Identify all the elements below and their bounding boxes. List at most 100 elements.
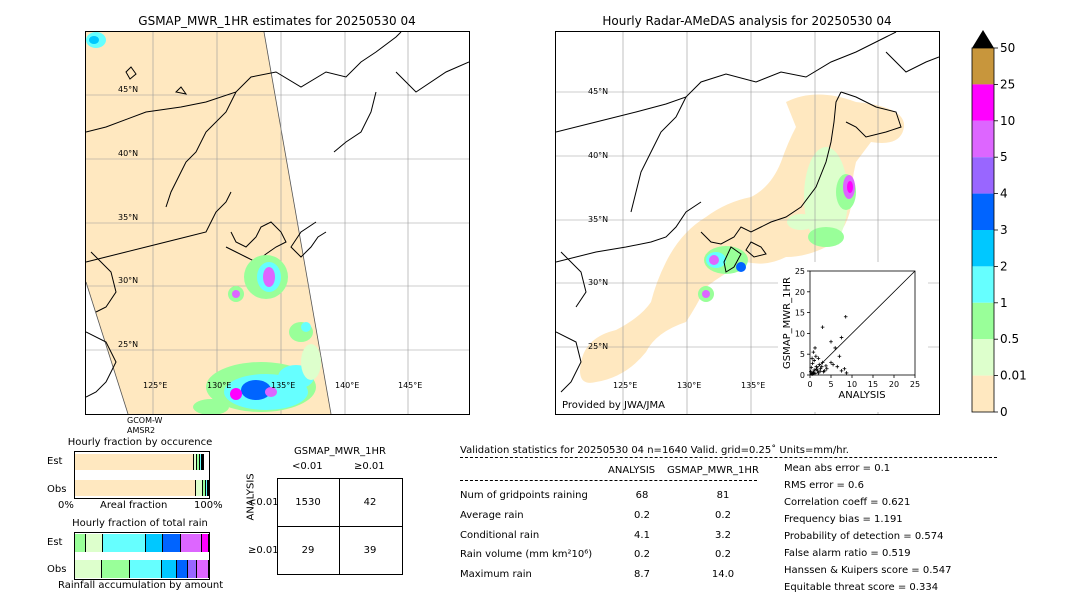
colorbar-cell	[972, 157, 994, 194]
colorbar-cell	[972, 193, 994, 230]
lon-label: 125°E	[143, 381, 167, 390]
colorbar-canvas: 50 25 10 5 4 3 2 1 0.5 0.01 0	[971, 30, 1027, 419]
scatter-point	[816, 371, 821, 375]
colorbar-label: 10	[1000, 114, 1015, 128]
occurrence-xlabel: Areal fraction	[100, 500, 168, 511]
total-rain-segment	[129, 560, 163, 578]
contingency-col-header: ≥0.01	[354, 461, 385, 472]
right-map-coastlines	[556, 32, 939, 393]
contingency-title: GSMAP_MWR_1HR	[294, 446, 386, 457]
scatter-point	[822, 369, 827, 373]
validation-col-gsmap: GSMAP_MWR_1HR	[667, 465, 759, 476]
contingency-cell: 29	[301, 545, 315, 556]
scatter-point	[811, 371, 816, 376]
scatter-y-tick-label: 10	[795, 329, 805, 338]
validation-table-divider	[460, 480, 757, 481]
validation-analysis-value: 0.2	[634, 510, 650, 521]
colorbar-label: 50	[1000, 41, 1015, 55]
scatter-point	[843, 314, 848, 319]
lon-label: 135°E	[741, 381, 765, 390]
lat-label: 30°N	[588, 278, 608, 287]
scatter-x-tick-label: 25	[910, 380, 920, 389]
validation-row-label: Average rain	[460, 510, 524, 521]
validation-analysis-value: 0.2	[634, 549, 650, 560]
scatter-point	[812, 358, 816, 363]
total-rain-segment	[101, 560, 130, 578]
total-rain-segment	[75, 534, 86, 552]
colorbar-label: 0.01	[1000, 369, 1027, 383]
lat-label: 40°N	[588, 151, 608, 160]
lon-label: 145°E	[398, 381, 422, 390]
occurrence-obs-label: Obs	[47, 484, 67, 495]
score-line: Mean abs error = 0.1	[784, 463, 891, 474]
validation-analysis-value: 4.1	[634, 530, 650, 541]
data-credit: Provided by JWA/JMA	[562, 400, 665, 411]
scatter-point	[829, 339, 833, 344]
lat-label: 40°N	[118, 149, 138, 158]
scatter-ylabel: GSMAP_MWR_1HR	[782, 277, 793, 369]
validation-gsmap-value: 0.2	[715, 549, 731, 560]
scatter-point	[810, 356, 814, 361]
scatter-x-tick-label: 15	[868, 380, 878, 389]
lon-label: 140°E	[335, 381, 359, 390]
scatter-point	[831, 362, 835, 367]
lon-label: 135°E	[271, 381, 295, 390]
scatter-point	[842, 366, 847, 371]
contingency-cell: 39	[363, 545, 377, 556]
scatter-x-tick-label: 20	[889, 380, 899, 389]
scatter-point	[824, 364, 828, 368]
scatter-point	[833, 346, 837, 350]
occurrence-title: Hourly fraction by occurence	[67, 437, 213, 448]
total-rain-segment	[187, 560, 197, 578]
scatter-point	[813, 346, 817, 350]
occurrence-segment	[194, 454, 197, 470]
validation-analysis-value: 8.7	[634, 569, 650, 580]
scatter-point	[839, 335, 844, 340]
scatter-xlabel: ANALYSIS	[838, 390, 885, 401]
total-rain-segment	[180, 534, 203, 552]
scatter-inset: 0 5 10 15 20 25 0 5 10 15 20 25 ANALYSIS GSMAP_MWR_…	[778, 262, 928, 412]
scatter-point	[817, 362, 822, 367]
scatter-y-tick-label: 20	[795, 288, 805, 297]
sensor-label: GCOM-W	[127, 416, 163, 425]
scatter-point	[811, 350, 816, 354]
lat-label: 45°N	[588, 87, 608, 96]
scatter-point	[814, 364, 819, 369]
score-line: False alarm ratio = 0.519	[784, 548, 911, 559]
scatter-x-tick-label: 5	[828, 380, 833, 389]
scatter-point	[809, 369, 813, 374]
lon-label: 130°E	[677, 381, 701, 390]
scatter-x-tick-label: 0	[807, 380, 812, 389]
colorbar-cell	[972, 302, 994, 340]
right-map-canvas: 45°N 40°N 35°N 30°N 25°N 125°E 130°E 135…	[556, 32, 939, 414]
one-to-one-line	[809, 270, 916, 376]
right-map-title: Hourly Radar-AMeDAS analysis for 2025053…	[602, 14, 892, 28]
scatter-point	[816, 356, 821, 361]
validation-row-label: Maximum rain	[460, 569, 532, 580]
scatter-point	[818, 369, 822, 374]
validation-row-label: Conditional rain	[460, 530, 540, 541]
left-map-title: GSMAP_MWR_1HR estimates for 20250530 04	[138, 14, 416, 28]
left-map-canvas: 45°N 40°N 35°N 30°N 25°N 125°E 130°E 135…	[86, 32, 469, 414]
colorbar-label: 0	[1000, 405, 1008, 418]
total-est-label: Est	[47, 537, 63, 548]
validation-gsmap-value: 3.2	[715, 530, 731, 541]
scatter-point	[820, 360, 825, 365]
colorbar-extend-arrow	[972, 30, 994, 48]
occurrence-segment	[201, 454, 203, 470]
total-rain-chart	[74, 532, 210, 580]
validation-header: Validation statistics for 20250530 04 n=…	[460, 445, 849, 456]
occurrence-segment	[202, 454, 204, 470]
scatter-point	[820, 325, 825, 329]
left-map-rain	[86, 32, 321, 414]
total-obs-bar	[75, 560, 209, 578]
validation-analysis-value: 68	[635, 490, 649, 501]
occurrence-tick-0: 0%	[58, 500, 74, 511]
score-line: Equitable threat score = 0.334	[784, 582, 939, 593]
colorbar-label: 25	[1000, 77, 1015, 91]
lat-label: 30°N	[118, 276, 138, 285]
right-map-axis-labels: 45°N 40°N 35°N 30°N 25°N 125°E 130°E 135…	[588, 87, 765, 390]
colorbar-label: 5	[1000, 150, 1008, 164]
occurrence-obs-bar	[75, 480, 209, 496]
occurrence-segment	[205, 480, 208, 496]
